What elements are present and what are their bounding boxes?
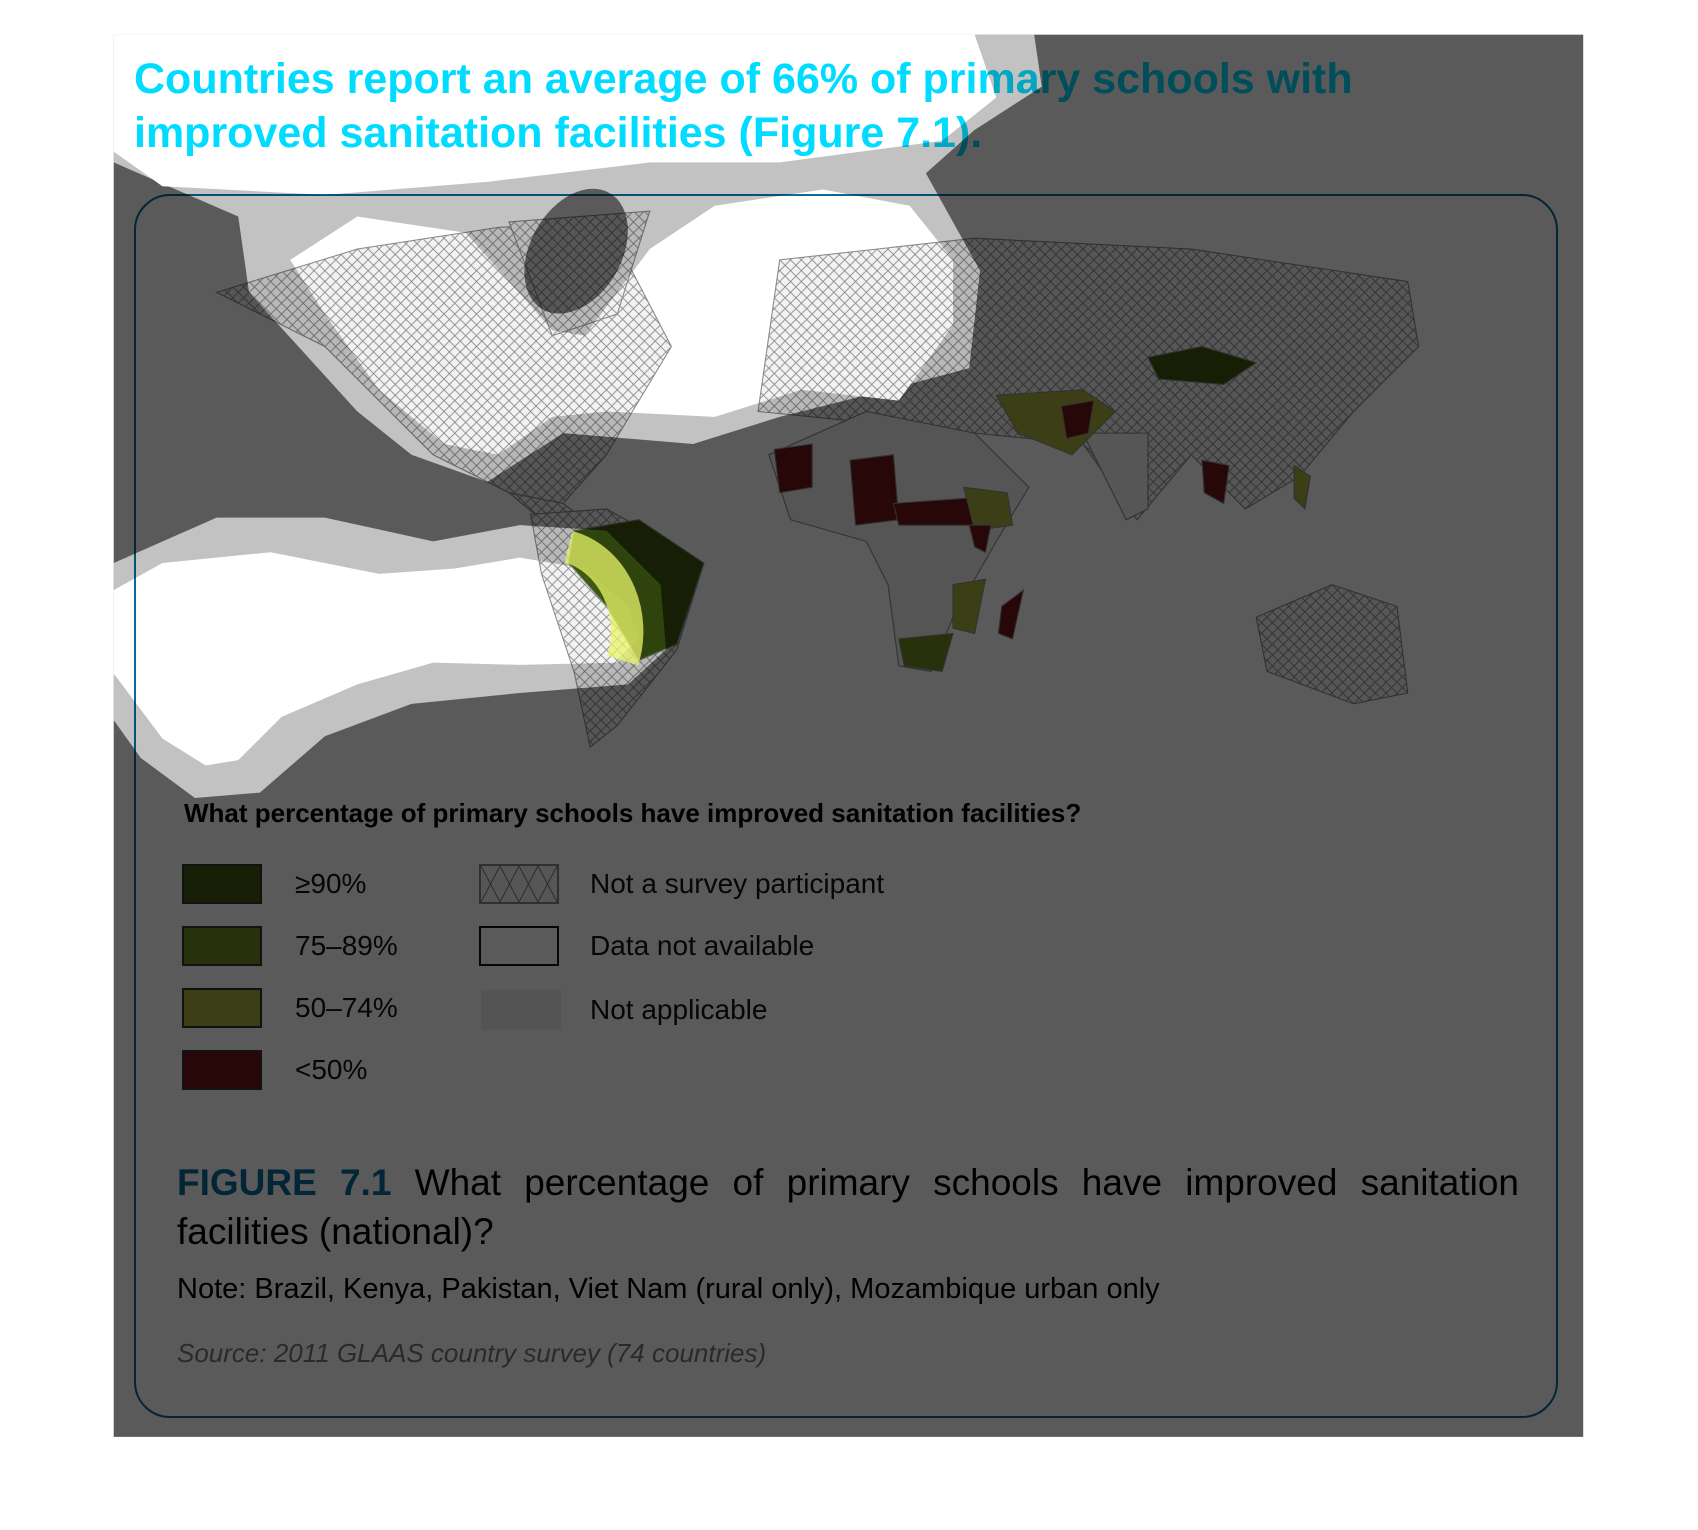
madagascar xyxy=(997,588,1025,640)
west-africa xyxy=(773,443,813,494)
philippines xyxy=(1293,464,1311,511)
legend-swatch-no-data xyxy=(479,926,559,966)
legend-label: 75–89% xyxy=(295,930,398,961)
figure-label: FIGURE 7.1 xyxy=(177,1162,392,1203)
southern-africa xyxy=(898,632,954,672)
figure-note: Note: Brazil, Kenya, Pakistan, Viet Nam … xyxy=(177,1273,1160,1305)
legend-label: Data not available xyxy=(590,930,815,961)
figure-caption: FIGURE 7.1 What percentage of primary sc… xyxy=(177,1158,1519,1256)
legend-swatch-hatch xyxy=(479,864,559,904)
legend-swatch-below-50 xyxy=(182,1050,262,1090)
india xyxy=(1082,432,1149,521)
legend-label: ≥90% xyxy=(295,868,367,899)
legend-swatch-not-applicable xyxy=(481,990,561,1030)
laos xyxy=(1201,459,1230,505)
figure-source: Source: 2011 GLAAS country survey (74 co… xyxy=(177,1338,767,1368)
central-africa xyxy=(892,497,976,526)
australia xyxy=(1255,584,1409,705)
mozambique xyxy=(952,578,987,635)
legend-swatch-50 xyxy=(182,988,262,1028)
legend-label: Not a survey participant xyxy=(590,868,885,899)
legend-label: 50–74% xyxy=(295,992,398,1023)
legend-title: What percentage of primary schools have … xyxy=(184,798,1082,828)
legend-swatch-75 xyxy=(182,926,262,966)
legend-swatch-90 xyxy=(182,864,262,904)
sahel xyxy=(849,454,900,526)
legend-label: <50% xyxy=(295,1054,368,1085)
legend-label: Not applicable xyxy=(590,994,768,1025)
afghanistan xyxy=(1060,399,1095,440)
